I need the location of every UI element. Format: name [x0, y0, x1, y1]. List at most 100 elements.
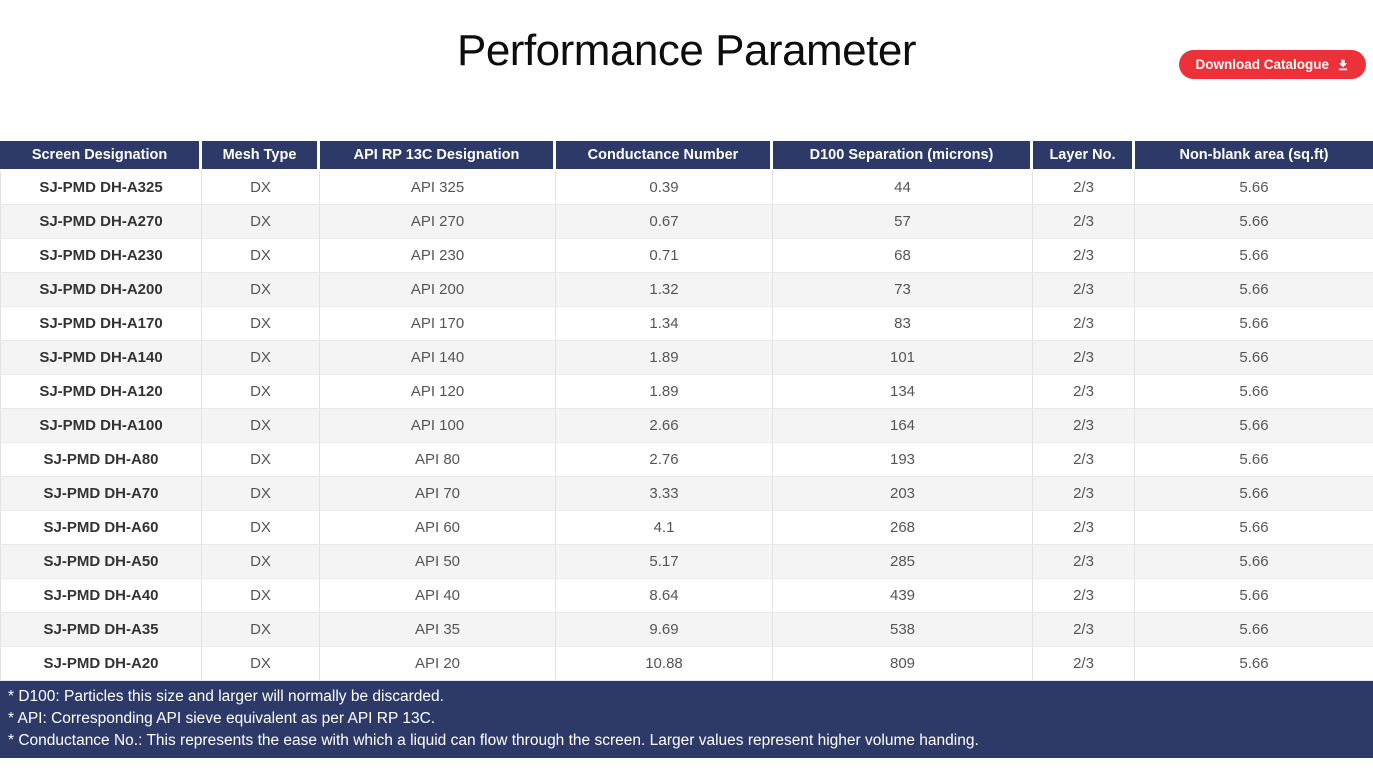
column-header: API RP 13C Designation [320, 141, 556, 171]
table-cell: 5.66 [1135, 511, 1373, 545]
table-cell: 134 [773, 375, 1033, 409]
table-cell: 285 [773, 545, 1033, 579]
page-header: Performance Parameter Download Catalogue [0, 0, 1373, 141]
table-cell: API 80 [320, 443, 556, 477]
table-row: SJ-PMD DH-A35 DX API 35 9.69 538 2/3 5.66 [0, 613, 1373, 647]
table-row: SJ-PMD DH-A120 DX API 120 1.89 134 2/3 5.66 [0, 375, 1373, 409]
table-cell: 44 [773, 171, 1033, 205]
table-cell: SJ-PMD DH-A200 [0, 273, 202, 307]
table-cell: 2/3 [1033, 443, 1135, 477]
table-cell: 5.66 [1135, 205, 1373, 239]
table-cell: API 40 [320, 579, 556, 613]
table-cell: SJ-PMD DH-A60 [0, 511, 202, 545]
table-cell: SJ-PMD DH-A40 [0, 579, 202, 613]
table-cell: API 230 [320, 239, 556, 273]
table-cell: 9.69 [556, 613, 773, 647]
table-cell: 2/3 [1033, 579, 1135, 613]
table-row: SJ-PMD DH-A325 DX API 325 0.39 44 2/3 5.66 [0, 171, 1373, 205]
table-cell: 2.66 [556, 409, 773, 443]
table-cell: 2/3 [1033, 375, 1135, 409]
table-cell: API 120 [320, 375, 556, 409]
table-cell: 203 [773, 477, 1033, 511]
table-row: SJ-PMD DH-A200 DX API 200 1.32 73 2/3 5.66 [0, 273, 1373, 307]
table-cell: 2/3 [1033, 477, 1135, 511]
table-cell: 83 [773, 307, 1033, 341]
table-row: SJ-PMD DH-A60 DX API 60 4.1 268 2/3 5.66 [0, 511, 1373, 545]
table-cell: 439 [773, 579, 1033, 613]
table-cell: 268 [773, 511, 1033, 545]
table-row: SJ-PMD DH-A270 DX API 270 0.67 57 2/3 5.66 [0, 205, 1373, 239]
footnote-line: * D100: Particles this size and larger w… [8, 688, 444, 705]
table-cell: 2/3 [1033, 273, 1135, 307]
footnote-line: * Conductance No.: This represents the e… [8, 732, 979, 749]
table-cell: 5.66 [1135, 341, 1373, 375]
table-cell: DX [202, 273, 320, 307]
table-cell: DX [202, 341, 320, 375]
download-button-label: Download Catalogue [1195, 57, 1329, 72]
table-cell: DX [202, 579, 320, 613]
table-cell: SJ-PMD DH-A70 [0, 477, 202, 511]
page-title: Performance Parameter [456, 26, 917, 75]
table-cell: API 140 [320, 341, 556, 375]
table-cell: DX [202, 409, 320, 443]
table-cell: SJ-PMD DH-A325 [0, 171, 202, 205]
table-cell: 2/3 [1033, 647, 1135, 681]
table-cell: DX [202, 205, 320, 239]
column-header: D100 Separation (microns) [773, 141, 1033, 171]
table-row: SJ-PMD DH-A20 DX API 20 10.88 809 2/3 5.66 [0, 647, 1373, 681]
table-cell: 5.66 [1135, 409, 1373, 443]
table-cell: DX [202, 307, 320, 341]
table-cell: 5.66 [1135, 613, 1373, 647]
table-cell: API 100 [320, 409, 556, 443]
table-cell: 1.34 [556, 307, 773, 341]
table-cell: 0.67 [556, 205, 773, 239]
table-cell: SJ-PMD DH-A140 [0, 341, 202, 375]
table-row: SJ-PMD DH-A100 DX API 100 2.66 164 2/3 5.66 [0, 409, 1373, 443]
table-cell: API 70 [320, 477, 556, 511]
table-cell: 809 [773, 647, 1033, 681]
table-cell: 538 [773, 613, 1033, 647]
table-cell: DX [202, 511, 320, 545]
table-cell: SJ-PMD DH-A230 [0, 239, 202, 273]
download-icon [1336, 58, 1350, 72]
table-row: SJ-PMD DH-A40 DX API 40 8.64 439 2/3 5.66 [0, 579, 1373, 613]
table-cell: DX [202, 477, 320, 511]
download-catalogue-button[interactable]: Download Catalogue [1179, 50, 1366, 79]
table-cell: SJ-PMD DH-A50 [0, 545, 202, 579]
table-header-row: Screen Designation Mesh Type API RP 13C De… [0, 141, 1373, 171]
table-row: SJ-PMD DH-A140 DX API 140 1.89 101 2/3 5.66 [0, 341, 1373, 375]
column-header: Mesh Type [202, 141, 320, 171]
table-cell: 10.88 [556, 647, 773, 681]
table-row: SJ-PMD DH-A170 DX API 170 1.34 83 2/3 5.66 [0, 307, 1373, 341]
table-cell: DX [202, 375, 320, 409]
table-cell: 2/3 [1033, 307, 1135, 341]
column-header: Non-blank area (sq.ft) [1135, 141, 1373, 171]
table-cell: SJ-PMD DH-A20 [0, 647, 202, 681]
table-cell: 2/3 [1033, 409, 1135, 443]
table-cell: 2/3 [1033, 341, 1135, 375]
column-header: Conductance Number [556, 141, 773, 171]
table-cell: API 60 [320, 511, 556, 545]
table-cell: 2/3 [1033, 511, 1135, 545]
performance-parameter-table: Screen Designation Mesh Type API RP 13C De… [0, 141, 1373, 681]
table-cell: SJ-PMD DH-A120 [0, 375, 202, 409]
table-cell: 57 [773, 205, 1033, 239]
table-cell: 2/3 [1033, 239, 1135, 273]
table-cell: DX [202, 545, 320, 579]
table-cell: API 35 [320, 613, 556, 647]
table-cell: 4.1 [556, 511, 773, 545]
table-row: SJ-PMD DH-A50 DX API 50 5.17 285 2/3 5.66 [0, 545, 1373, 579]
table-cell: 2/3 [1033, 613, 1135, 647]
table-cell: 5.66 [1135, 443, 1373, 477]
table-cell: 3.33 [556, 477, 773, 511]
table-row: SJ-PMD DH-A70 DX API 70 3.33 203 2/3 5.66 [0, 477, 1373, 511]
table-row: SJ-PMD DH-A80 DX API 80 2.76 193 2/3 5.66 [0, 443, 1373, 477]
table-cell: API 20 [320, 647, 556, 681]
column-header: Screen Designation [0, 141, 202, 171]
table-cell: 8.64 [556, 579, 773, 613]
table-cell: DX [202, 443, 320, 477]
table-cell: 5.66 [1135, 545, 1373, 579]
table-cell: SJ-PMD DH-A35 [0, 613, 202, 647]
table-cell: 5.66 [1135, 273, 1373, 307]
table-cell: 1.32 [556, 273, 773, 307]
